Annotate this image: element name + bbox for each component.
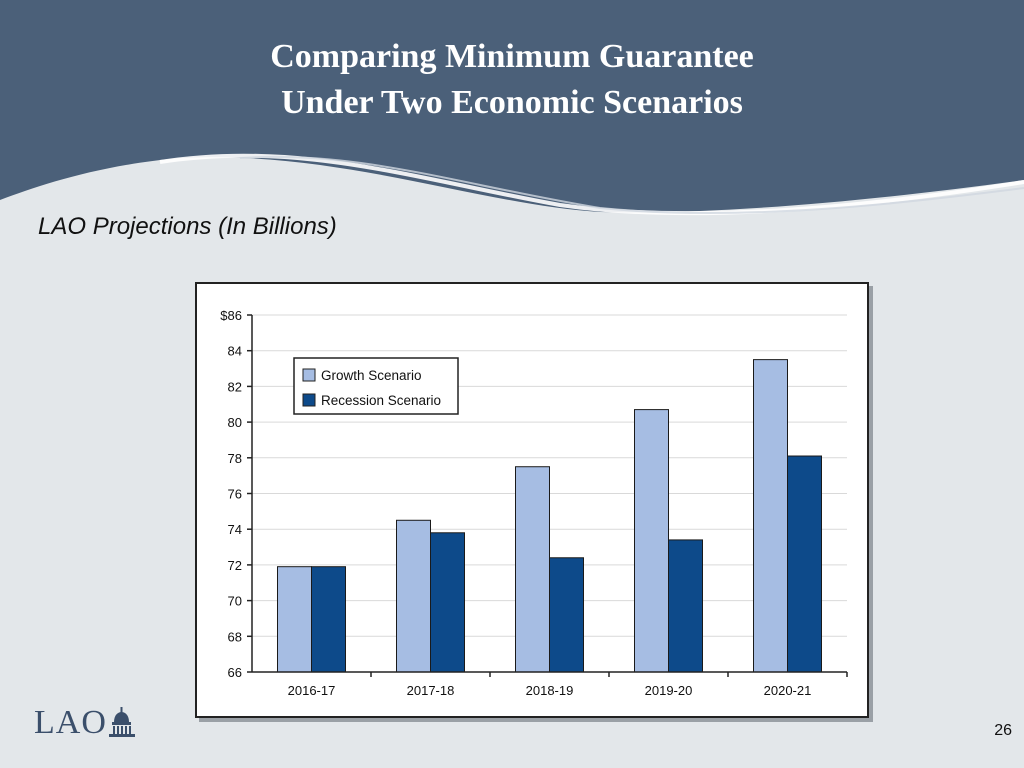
slide-title: Comparing Minimum Guarantee Under Two Ec… <box>0 34 1024 126</box>
x-tick-label: 2016-17 <box>288 683 336 698</box>
x-tick-label: 2017-18 <box>407 683 455 698</box>
chart-frame: 66 68 70 72 74 76 78 80 82 84 $86 2016-17 2017-18 201… <box>195 282 869 718</box>
x-tick-label: 2020-21 <box>764 683 812 698</box>
y-tick-label: 80 <box>228 415 242 430</box>
legend-swatch <box>302 368 316 382</box>
page-number: 26 <box>994 722 1012 739</box>
legend-label: Recession Scenario <box>321 393 441 408</box>
bar-growth-2020-21 <box>753 359 788 673</box>
y-tick-label: 68 <box>228 629 242 644</box>
bar-growth-2019-20 <box>634 409 669 673</box>
slide-title-line1: Comparing Minimum Guarantee <box>270 38 754 75</box>
bar-growth-2016-17 <box>277 566 312 673</box>
y-tick-label: 82 <box>228 379 242 394</box>
legend-box <box>293 357 459 415</box>
bar-recession-2020-21 <box>787 455 822 673</box>
x-tick-label: 2018-19 <box>526 683 574 698</box>
capitol-dome-icon <box>108 707 135 737</box>
y-tick-label: 76 <box>228 487 242 502</box>
y-tick-label: 84 <box>228 344 242 359</box>
logo-text: LAO <box>34 704 107 741</box>
y-tick-label: 72 <box>228 558 242 573</box>
legend-swatch <box>302 393 316 407</box>
bar-growth-2018-19 <box>515 466 550 673</box>
bar-recession-2016-17 <box>311 566 346 673</box>
y-tick-label: $86 <box>220 308 242 323</box>
slide-title-line2: Under Two Economic Scenarios <box>281 84 743 121</box>
y-tick-label: 66 <box>228 665 242 680</box>
y-tick-label: 74 <box>228 522 242 537</box>
y-tick-label: 78 <box>228 451 242 466</box>
bar-recession-2019-20 <box>668 539 703 673</box>
legend-label: Growth Scenario <box>321 368 422 383</box>
lao-logo: LAO <box>34 700 137 740</box>
bar-chart: 66 68 70 72 74 76 78 80 82 84 $86 2016-17 2017-18 201… <box>220 308 848 698</box>
y-tick-label: 70 <box>228 594 242 609</box>
bar-recession-2017-18 <box>430 532 465 673</box>
slide-subtitle: LAO Projections (In Billions) <box>38 213 337 240</box>
bar-growth-2017-18 <box>396 519 431 673</box>
header-banner <box>0 0 1024 216</box>
x-tick-label: 2019-20 <box>645 683 693 698</box>
bar-recession-2018-19 <box>549 557 584 673</box>
